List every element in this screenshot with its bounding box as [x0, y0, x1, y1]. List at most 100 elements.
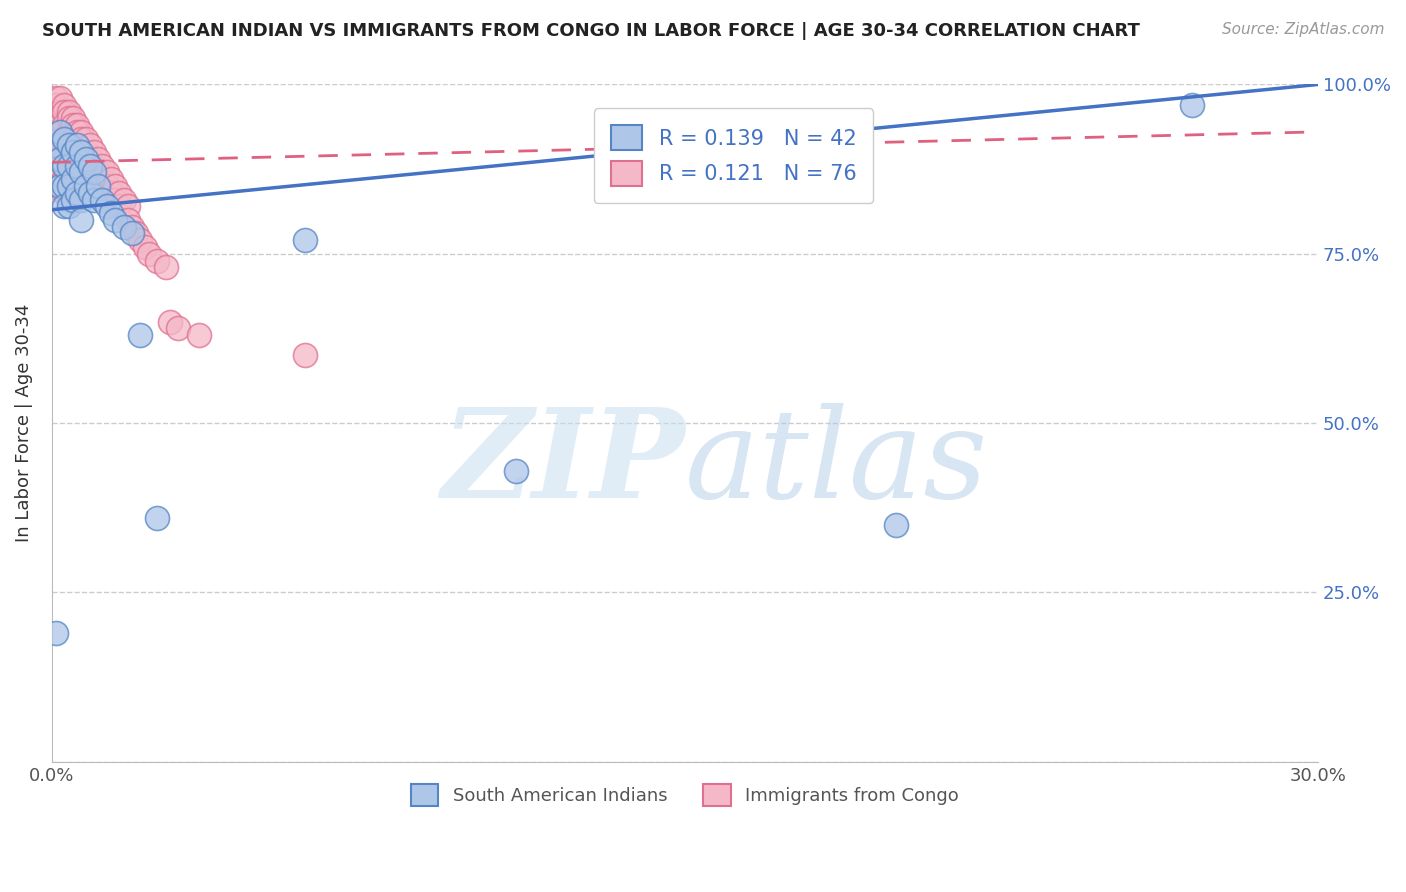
Point	[104, 193, 127, 207]
Point	[49, 159, 72, 173]
Point	[294, 348, 316, 362]
Text: Source: ZipAtlas.com: Source: ZipAtlas.com	[1222, 22, 1385, 37]
Point	[58, 165, 80, 179]
Point	[49, 104, 72, 119]
Point	[53, 97, 76, 112]
Point	[87, 179, 110, 194]
Point	[53, 131, 76, 145]
Point	[66, 152, 89, 166]
Point	[100, 186, 122, 200]
Point	[62, 172, 84, 186]
Point	[45, 125, 67, 139]
Point	[49, 179, 72, 194]
Point	[66, 165, 89, 179]
Point	[62, 112, 84, 126]
Point	[79, 165, 101, 179]
Point	[75, 152, 97, 166]
Point	[159, 314, 181, 328]
Point	[58, 138, 80, 153]
Point	[62, 193, 84, 207]
Point	[53, 104, 76, 119]
Point	[53, 118, 76, 132]
Point	[83, 193, 105, 207]
Point	[66, 186, 89, 200]
Point	[62, 172, 84, 186]
Point	[75, 145, 97, 160]
Point	[79, 152, 101, 166]
Point	[58, 179, 80, 194]
Point	[66, 118, 89, 132]
Point	[100, 172, 122, 186]
Point	[75, 179, 97, 194]
Point	[70, 193, 93, 207]
Point	[121, 227, 143, 241]
Point	[104, 213, 127, 227]
Point	[70, 145, 93, 160]
Point	[62, 131, 84, 145]
Point	[58, 199, 80, 213]
Point	[83, 165, 105, 179]
Point	[104, 179, 127, 194]
Point	[66, 138, 89, 153]
Point	[62, 145, 84, 160]
Text: SOUTH AMERICAN INDIAN VS IMMIGRANTS FROM CONGO IN LABOR FORCE | AGE 30-34 CORREL: SOUTH AMERICAN INDIAN VS IMMIGRANTS FROM…	[42, 22, 1140, 40]
Point	[79, 138, 101, 153]
Point	[91, 193, 114, 207]
Point	[505, 463, 527, 477]
Point	[121, 219, 143, 234]
Point	[49, 131, 72, 145]
Point	[45, 97, 67, 112]
Point	[45, 138, 67, 153]
Point	[129, 233, 152, 247]
Point	[146, 253, 169, 268]
Point	[53, 186, 76, 200]
Point	[58, 125, 80, 139]
Point	[91, 172, 114, 186]
Point	[49, 118, 72, 132]
Point	[66, 125, 89, 139]
Point	[112, 219, 135, 234]
Point	[167, 321, 190, 335]
Y-axis label: In Labor Force | Age 30-34: In Labor Force | Age 30-34	[15, 304, 32, 542]
Point	[112, 193, 135, 207]
Point	[75, 131, 97, 145]
Point	[70, 165, 93, 179]
Point	[49, 145, 72, 160]
Point	[49, 91, 72, 105]
Point	[53, 145, 76, 160]
Point	[53, 159, 76, 173]
Point	[146, 511, 169, 525]
Point	[53, 159, 76, 173]
Point	[53, 131, 76, 145]
Legend: South American Indians, Immigrants from Congo: South American Indians, Immigrants from …	[404, 777, 966, 814]
Point	[45, 91, 67, 105]
Point	[138, 246, 160, 260]
Point	[58, 138, 80, 153]
Point	[45, 626, 67, 640]
Point	[1180, 97, 1202, 112]
Point	[134, 240, 156, 254]
Point	[58, 152, 80, 166]
Point	[45, 138, 67, 153]
Point	[87, 152, 110, 166]
Point	[45, 112, 67, 126]
Point	[58, 104, 80, 119]
Point	[58, 193, 80, 207]
Point	[96, 199, 118, 213]
Point	[70, 159, 93, 173]
Point	[49, 125, 72, 139]
Point	[70, 131, 93, 145]
Point	[62, 118, 84, 132]
Point	[294, 233, 316, 247]
Point	[83, 159, 105, 173]
Point	[117, 213, 139, 227]
Point	[108, 199, 131, 213]
Point	[87, 165, 110, 179]
Point	[58, 112, 80, 126]
Point	[58, 159, 80, 173]
Point	[66, 138, 89, 153]
Point	[70, 145, 93, 160]
Point	[96, 165, 118, 179]
Point	[53, 172, 76, 186]
Text: atlas: atlas	[685, 403, 988, 524]
